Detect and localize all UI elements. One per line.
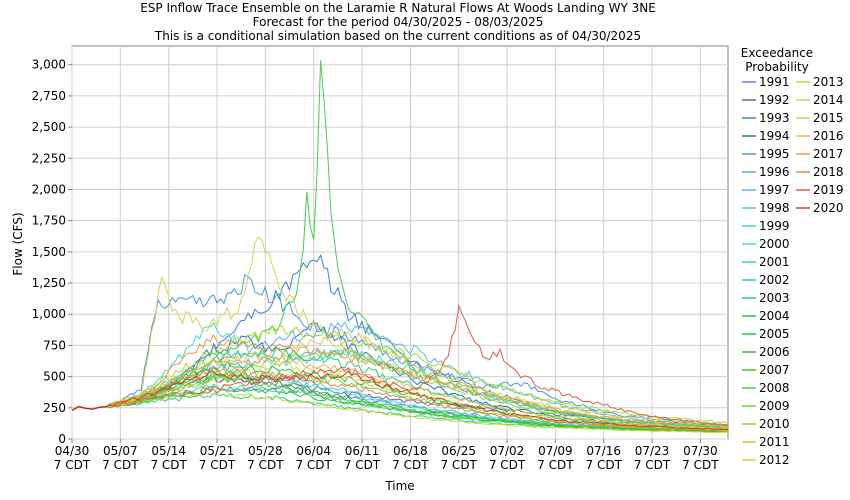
legend-label-2020: 2020 [813,201,844,215]
series-line-2019 [106,303,729,426]
x-tick-label-date: 05/07 [103,444,138,458]
series-line-2018 [106,366,729,432]
x-tick-label-date: 05/21 [200,444,235,458]
x-tick-label-date: 07/30 [683,444,718,458]
y-tick-label: 2,250 [32,151,66,165]
legend-label-1998: 1998 [759,201,790,215]
x-tick-label-date: 07/09 [538,444,573,458]
x-tick-label-date: 06/11 [345,444,380,458]
x-tick-label-tz: 7 CDT [537,458,574,472]
chart-title-line-3: This is a conditional simulation based o… [154,29,641,43]
series-line-2017 [106,333,729,427]
series-line-2020 [106,370,729,431]
legend-label-2018: 2018 [813,165,844,179]
chart-title: ESP Inflow Trace Ensemble on the Laramie… [140,1,656,43]
legend-label-1996: 1996 [759,165,790,179]
plot-area [71,45,729,440]
x-tick-label-date: 06/04 [296,444,331,458]
y-tick-label: 0 [58,432,66,446]
legend-label-1994: 1994 [759,129,790,143]
x-tick-label-date: 07/23 [635,444,670,458]
chart-title-line-1: ESP Inflow Trace Ensemble on the Laramie… [140,1,656,15]
x-tick-label-tz: 7 CDT [54,458,91,472]
x-tick-label-tz: 7 CDT [489,458,526,472]
y-axis-label: Flow (CFS) [11,212,25,275]
x-tick-label-date: 06/25 [441,444,476,458]
y-tick-label: 500 [43,370,66,384]
x-tick-label-date: 05/28 [248,444,283,458]
y-tick-label: 3,000 [32,58,66,72]
x-tick-label-tz: 7 CDT [634,458,671,472]
legend-label-2003: 2003 [759,291,790,305]
y-tick-label: 2,750 [32,89,66,103]
legend-label-2000: 2000 [759,237,790,251]
legend-label-2015: 2015 [813,111,844,125]
legend-label-2008: 2008 [759,381,790,395]
legend-label-2016: 2016 [813,129,844,143]
legend: Exceedance Probability 19911992199319941… [741,46,844,467]
x-tick-label-tz: 7 CDT [102,458,139,472]
series-line-2011 [106,324,729,424]
y-tick-label: 250 [43,401,66,415]
legend-label-2005: 2005 [759,327,790,341]
legend-label-1999: 1999 [759,219,790,233]
y-tick-label: 2,500 [32,120,66,134]
legend-label-2009: 2009 [759,399,790,413]
y-tick-label: 1,250 [32,276,66,290]
x-tick-label-tz: 7 CDT [344,458,381,472]
x-tick-label-tz: 7 CDT [199,458,236,472]
y-tick-label: 750 [43,338,66,352]
legend-label-2013: 2013 [813,75,844,89]
legend-label-2019: 2019 [813,183,844,197]
y-tick-label: 2,000 [32,182,66,196]
x-tick-label-tz: 7 CDT [392,458,429,472]
x-tick-label-date: 06/18 [393,444,428,458]
legend-label-1992: 1992 [759,93,790,107]
legend-label-1997: 1997 [759,183,790,197]
series-line-2010 [106,346,729,429]
legend-label-2017: 2017 [813,147,844,161]
legend-label-2002: 2002 [759,273,790,287]
grid [71,46,728,440]
legend-label-2004: 2004 [759,309,790,323]
y-tick-label: 1,500 [32,245,66,259]
legend-items: 1991 1992 1993 1994 1995 1996 1997 1998 1999 2000… [742,75,844,467]
legend-label-2011: 2011 [759,435,790,449]
legend-label-2014: 2014 [813,93,844,107]
legend-label-1993: 1993 [759,111,790,125]
initial-conditions-line [71,405,107,411]
legend-title-line-1: Exceedance [741,46,813,60]
x-tick-label-date: 04/30 [55,444,90,458]
x-tick-label-tz: 7 CDT [586,458,623,472]
x-tick-label-tz: 7 CDT [295,458,332,472]
legend-label-2012: 2012 [759,453,790,467]
x-tick-label-date: 07/16 [586,444,621,458]
x-axis-label: Time [384,479,414,493]
x-tick-label-tz: 7 CDT [150,458,187,472]
series-line-2007 [106,373,729,433]
legend-label-1995: 1995 [759,147,790,161]
series-lines [71,60,729,434]
x-tick-label-tz: 7 CDT [682,458,719,472]
legend-title-line-2: Probability [745,60,808,74]
legend-label-2010: 2010 [759,417,790,431]
legend-label-1991: 1991 [759,75,790,89]
chart-title-line-2: Forecast for the period 04/30/2025 - 08/… [253,15,544,29]
y-tick-label: 1,000 [32,307,66,321]
series-line-2012 [106,388,729,434]
series-line-2002 [106,392,729,433]
x-tick-label-date: 05/14 [151,444,186,458]
x-tick-label-tz: 7 CDT [440,458,477,472]
legend-label-2006: 2006 [759,345,790,359]
x-tick-label-tz: 7 CDT [247,458,284,472]
x-tick-label-date: 07/02 [490,444,525,458]
series-line-2015 [106,327,729,428]
y-axis: 0 250 500 750 1,000 1,250 1,500 1,750 2,000 2,250… [32,58,72,446]
series-line-2016 [106,354,729,430]
legend-label-2001: 2001 [759,255,790,269]
y-tick-label: 1,750 [32,214,66,228]
legend-label-2007: 2007 [759,363,790,377]
